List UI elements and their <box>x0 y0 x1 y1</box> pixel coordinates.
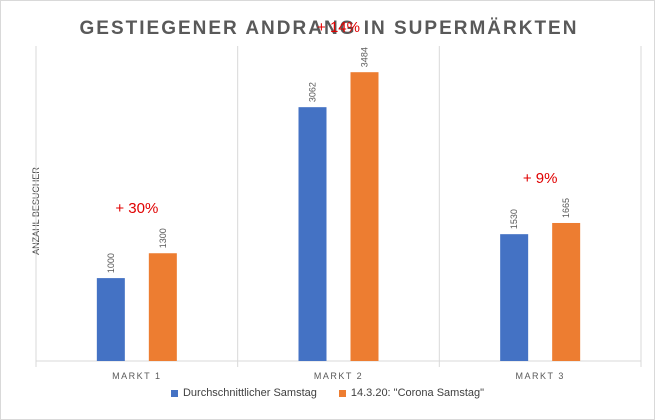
data-label: 3062 <box>308 82 318 102</box>
chart-title: GESTIEGENER ANDRANG IN SUPERMÄRKTEN <box>80 18 579 39</box>
increase-annotation: + 9% <box>523 170 558 187</box>
legend-label-series-2: 14.3.20: "Corona Samstag" <box>350 387 485 399</box>
x-tick-label: MARKT 1 <box>112 371 161 381</box>
legend-item-series-2: 14.3.20: "Corona Samstag" <box>338 387 485 399</box>
legend-swatch-series-1 <box>170 389 178 397</box>
data-label: 1300 <box>158 228 168 248</box>
increase-annotation: + 30% <box>115 200 158 217</box>
legend-label-series-1: Durchschnittlicher Samstag <box>182 387 317 399</box>
x-tick-label: MARKT 2 <box>314 371 363 381</box>
bar-markt2-series-2 <box>350 72 379 362</box>
data-label: 3484 <box>360 47 370 67</box>
x-tick-label: MARKT 3 <box>515 371 564 381</box>
bar-markt2-series-1 <box>298 107 327 361</box>
data-label: 1530 <box>509 209 519 229</box>
legend: Durchschnittlicher Samstag 14.3.20: "Cor… <box>1 387 654 399</box>
plot-area: 1000 1300 MARKT 1 + 30% 3062 3484 MARKT 2 + 14%… <box>35 19 642 381</box>
data-label: 1665 <box>561 198 571 218</box>
legend-item-series-1: Durchschnittlicher Samstag <box>170 387 317 399</box>
bar-markt1-series-1 <box>96 278 125 361</box>
bar-markt3-series-1 <box>500 234 529 361</box>
bar-markt1-series-2 <box>148 253 177 361</box>
bar-markt3-series-2 <box>552 222 581 361</box>
increase-annotation: + 14% <box>317 19 360 36</box>
legend-swatch-series-2 <box>338 389 346 397</box>
data-label: 1000 <box>106 253 116 273</box>
